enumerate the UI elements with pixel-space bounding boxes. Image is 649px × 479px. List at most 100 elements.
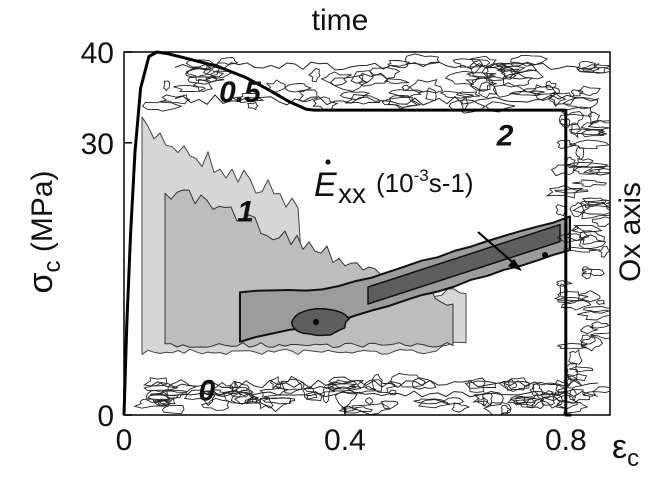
strain-rate-dot [325,159,331,165]
contour-region [439,90,474,99]
strain-rate-annotation: E xx (10-3s-1) [314,159,473,209]
contour-region [569,201,586,218]
contour-region [573,157,594,169]
contour-region [540,396,555,406]
y-tick-label: 30 [81,128,114,161]
chart-title: time [312,4,369,37]
x-axis-label: εc [612,428,639,472]
contour-region [448,99,487,114]
contour-region [224,386,254,398]
contour-region [581,266,593,280]
right-axis-label-text: Ox axis [614,182,647,282]
contour-region [388,89,423,98]
contour-region [581,268,605,277]
contour-region [598,245,610,258]
contour-region [556,140,577,149]
contour-region [582,306,610,314]
contour-region [204,389,228,396]
contour-region [579,334,596,345]
strain-rate-unit-suffix: s-1) [429,168,474,198]
contour-region [529,383,544,396]
contour-region [173,85,206,93]
contour-region [465,76,494,91]
contour-region [587,168,610,174]
contour-region [265,79,286,93]
contour-region [133,398,171,409]
contour-region [572,179,608,188]
contour-region [210,381,234,397]
contour-region [465,72,497,78]
contour-region [145,389,172,403]
contour-region [202,63,220,76]
y-tick-label: 0 [97,400,114,433]
strain-rate-unit-prefix: (10 [376,168,414,198]
contour-line [149,390,599,398]
x-tick-label: 0.4 [324,424,366,457]
contour-region [578,290,601,303]
contour-region [411,377,437,390]
svg-text:σc (MPa): σc (MPa) [22,171,66,294]
contour-region [589,332,610,340]
x-tick-label: 0 [116,424,133,457]
contour-region [350,70,374,84]
contour-region [387,60,411,69]
contour-region [556,233,586,243]
contour-region [499,380,531,392]
contour-region [383,78,410,85]
contour-region [568,348,583,365]
level-2-arrow [477,231,518,267]
contour-region [572,201,610,220]
contour-region [246,101,259,111]
y-axis-ticks: 0 30 40 [81,37,132,433]
x-axis-label-subscript: c [627,445,639,472]
contour-region [515,396,544,407]
strain-rate-unit: (10-3s-1) [376,166,473,198]
contour-region [464,380,497,389]
y-tick-label: 40 [81,37,114,70]
contour-region [329,379,358,389]
contour-region [471,391,504,407]
contour-region [580,119,610,131]
right-axis-label: Ox axis [614,182,647,282]
contour-region [161,404,185,414]
contour-region [388,389,397,396]
contour-region [372,373,383,392]
contour-region [380,400,399,410]
contour-region [280,375,303,394]
contour-region [580,201,610,215]
contour-region [307,67,321,83]
contour-region [320,71,352,87]
contour-peak [313,319,319,325]
contour-region [566,362,578,380]
contour-region [200,398,230,411]
contour-region [455,91,480,98]
contour-region [557,296,580,304]
contour-band [367,223,561,305]
contour-region [351,403,391,415]
contour-region [500,405,512,415]
contour-region [467,377,486,393]
contour-region [508,90,545,96]
contour-region [582,165,610,176]
contour-region [576,60,601,73]
contour-level-label: 0 [198,374,215,407]
contour-region [141,100,183,112]
contour-region [362,379,397,393]
y-axis-label-symbol: σ [22,272,60,293]
contour-region [560,300,592,311]
contour-region [297,89,318,103]
contour-region [578,234,607,249]
contour-region [554,291,589,302]
contour-region [413,398,446,405]
contour-region [259,397,292,413]
contour-region [344,94,380,105]
contour-region [575,146,585,160]
y-axis-label-unit: (MPa) [26,171,59,261]
contour-region [326,383,357,390]
strain-rate-unit-exponent: -3 [414,166,429,185]
contour-level-label: 1 [237,196,254,229]
strain-rate-symbol: E [314,166,337,204]
x-axis-label-symbol: ε [612,428,627,466]
contour-region [150,390,188,399]
contour-region [591,386,610,394]
